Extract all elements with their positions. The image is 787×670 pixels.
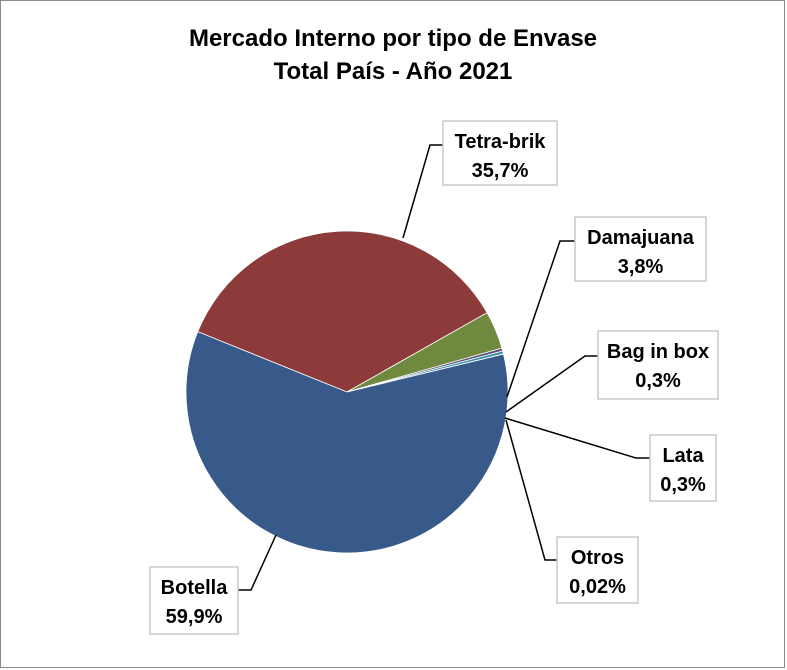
pie-slice-botella bbox=[185, 331, 509, 554]
slice-value-bag-in-box: 0,3% bbox=[635, 370, 681, 392]
slice-value-botella: 59,9% bbox=[166, 606, 223, 628]
label-box-otros bbox=[556, 536, 639, 604]
leader-line-otros bbox=[505, 419, 557, 561]
leader-line-damajuana bbox=[506, 240, 575, 398]
slice-label-damajuana: Damajuana bbox=[587, 227, 695, 249]
slice-value-damajuana: 3,8% bbox=[618, 256, 664, 278]
leader-line-botella bbox=[238, 534, 277, 591]
pie-slices bbox=[185, 230, 509, 554]
chart-subtitle: Total País - Año 2021 bbox=[274, 58, 513, 85]
label-box-lata bbox=[649, 434, 717, 502]
leader-line-tetra-brik bbox=[402, 144, 443, 239]
leader-lines bbox=[238, 144, 650, 591]
slice-label-tetra-brik: Tetra-brik bbox=[455, 131, 547, 153]
label-box-damajuana bbox=[574, 216, 707, 282]
slice-value-tetra-brik: 35,7% bbox=[472, 160, 529, 182]
label-box-bag-in-box bbox=[597, 330, 719, 400]
slice-label-botella: Botella bbox=[161, 577, 229, 599]
slice-label-otros: Otros bbox=[571, 547, 624, 569]
slice-value-otros: 0,02% bbox=[569, 576, 626, 598]
leader-line-bag-in-box bbox=[505, 355, 598, 413]
label-box-botella bbox=[149, 566, 239, 635]
label-box-tetra-brik bbox=[442, 120, 558, 186]
slice-labels: Tetra-brik 35,7% Damajuana 3,8% Bag in box 0,… bbox=[149, 120, 719, 635]
slice-label-lata: Lata bbox=[662, 445, 704, 467]
slice-label-bag-in-box: Bag in box bbox=[607, 341, 709, 363]
leader-line-lata bbox=[504, 417, 650, 459]
slice-value-lata: 0,3% bbox=[660, 474, 706, 496]
pie-slice-tetra-brik bbox=[197, 230, 488, 393]
chart-title: Mercado Interno por tipo de Envase bbox=[189, 25, 597, 52]
